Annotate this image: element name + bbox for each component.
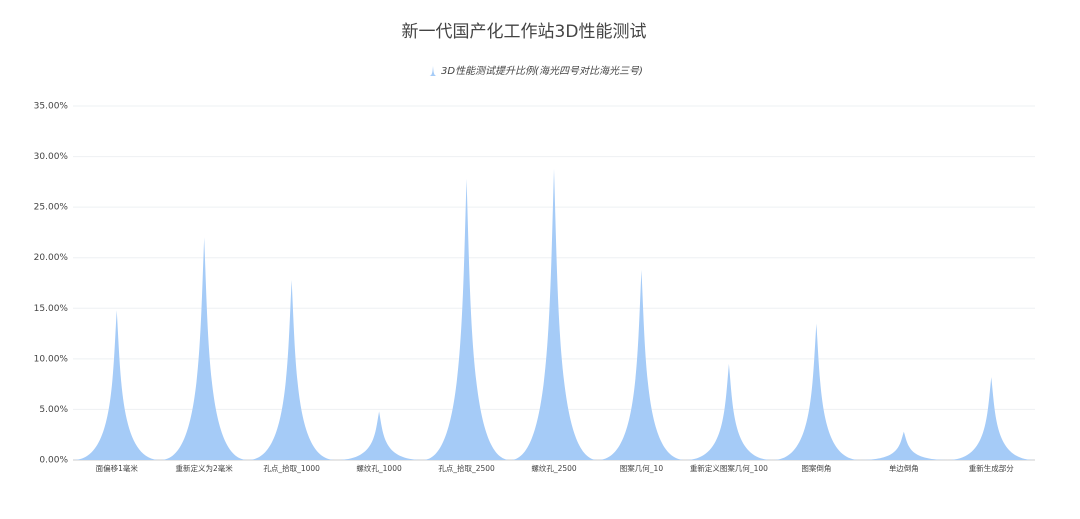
bar [685,363,773,460]
y-tick-label: 10.00% [34,354,69,364]
y-tick-label: 30.00% [34,152,69,162]
x-tick-label: 孔点_拾取_1000 [263,463,320,473]
bar [73,310,161,460]
x-tick-label: 重新定义为2毫米 [176,463,234,473]
x-tick-label: 螺纹孔_2500 [531,463,577,473]
bar [597,269,686,460]
y-tick-label: 20.00% [34,253,69,263]
bar [510,168,598,461]
x-tick-label: 重新定义图案几何_100 [690,463,768,473]
x-tick-label: 螺纹孔_1000 [356,463,402,473]
x-tick-label: 面偏移1毫米 [96,463,139,473]
x-tick-label: 重新生成部分 [969,463,1014,473]
bar [335,411,423,460]
y-tick-label: 35.00% [34,102,69,112]
bar [772,323,861,460]
legend-label: 3D性能测试提升比例(海光四号对比海光三号) [441,65,643,77]
y-tick-label: 0.00% [39,456,68,466]
bar [947,377,1035,460]
bar [247,279,336,460]
chart-title: 新一代国产化工作站3D性能测试 [402,22,647,42]
y-tick-label: 25.00% [34,203,69,213]
y-tick-label: 15.00% [34,304,69,314]
x-tick-label: 孔点_拾取_2500 [438,463,495,473]
bar [860,431,948,460]
legend-icon [429,66,437,76]
x-tick-label: 图案倒角 [801,463,831,473]
x-tick-label: 单边倒角 [889,463,919,473]
bar [422,178,511,460]
bar [160,237,248,460]
x-tick-label: 图案几何_10 [620,463,664,473]
y-tick-label: 5.00% [39,405,68,415]
